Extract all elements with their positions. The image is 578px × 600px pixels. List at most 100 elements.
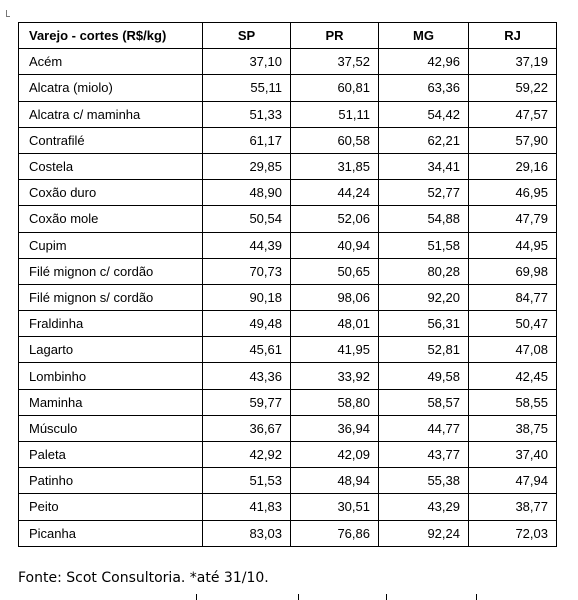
price-cell-mg: 54,88: [378, 205, 469, 233]
table-row: Alcatra (miolo) 55,11 60,81 63,36 59,22: [18, 74, 557, 102]
price-cell-rj: 44,95: [468, 231, 557, 259]
header-cut: Varejo - cortes (R$/kg): [18, 21, 203, 50]
price-cell-rj: 47,79: [468, 205, 557, 233]
header-mg: MG: [378, 21, 469, 50]
price-cell-pr: 44,24: [290, 179, 379, 207]
price-cell-pr: 60,58: [290, 126, 379, 154]
price-cell-mg: 43,77: [378, 440, 469, 469]
cut-name-cell: Fraldinha: [18, 310, 203, 338]
table-row: Filé mignon s/ cordão 90,18 98,06 92,20 84,7…: [18, 283, 557, 312]
table-header-row: Varejo - cortes (R$/kg) SP PR MG RJ: [18, 21, 557, 50]
price-cell-rj: 47,94: [468, 467, 557, 495]
table-row: Patinho 51,53 48,94 55,38 47,94: [18, 467, 557, 495]
table-row: Acém 37,10 37,52 42,96 37,19: [18, 48, 557, 76]
price-cell-mg: 49,58: [378, 362, 469, 390]
cut-name-cell: Paleta: [18, 440, 203, 469]
price-cell-rj: 29,16: [468, 152, 557, 181]
source-note: Fonte: Scot Consultoria. *até 31/10.: [18, 570, 269, 586]
cut-name-cell: Patinho: [18, 467, 203, 495]
price-cell-rj: 37,19: [468, 48, 557, 76]
price-cell-mg: 54,42: [378, 100, 469, 128]
table-row: Fraldinha 49,48 48,01 56,31 50,47: [18, 310, 557, 338]
bottom-page-ticks: [0, 594, 578, 600]
cut-name-cell: Alcatra c/ maminha: [18, 100, 203, 128]
price-cell-pr: 52,06: [290, 205, 379, 233]
price-cell-rj: 46,95: [468, 179, 557, 207]
table-row: Lombinho 43,36 33,92 49,58 42,45: [18, 362, 557, 390]
price-cell-sp: 45,61: [202, 336, 291, 364]
page-tick: [476, 594, 477, 600]
price-cell-pr: 50,65: [290, 257, 379, 285]
price-cell-rj: 58,55: [468, 388, 557, 416]
table-row: Coxão mole 50,54 52,06 54,88 47,79: [18, 205, 557, 233]
price-cell-pr: 76,86: [290, 519, 379, 547]
price-cell-mg: 92,24: [378, 519, 469, 547]
table-row: Peito 41,83 30,51 43,29 38,77: [18, 493, 557, 521]
price-cell-pr: 30,51: [290, 493, 379, 521]
price-cell-pr: 58,80: [290, 388, 379, 416]
price-cell-sp: 50,54: [202, 205, 291, 233]
price-cell-rj: 38,75: [468, 414, 557, 443]
price-cell-sp: 55,11: [202, 74, 291, 102]
price-cell-pr: 51,11: [290, 100, 379, 128]
price-cell-pr: 37,52: [290, 48, 379, 76]
price-cell-pr: 31,85: [290, 152, 379, 181]
page-tick: [298, 594, 299, 600]
price-cell-mg: 44,77: [378, 414, 469, 443]
table-row: Coxão duro 48,90 44,24 52,77 46,95: [18, 179, 557, 207]
table-row: Costela 29,85 31,85 34,41 29,16: [18, 152, 557, 181]
price-cell-mg: 58,57: [378, 388, 469, 416]
price-cell-mg: 43,29: [378, 493, 469, 521]
price-cell-mg: 56,31: [378, 310, 469, 338]
cut-name-cell: Filé mignon s/ cordão: [18, 283, 203, 312]
table-row: Filé mignon c/ cordão 70,73 50,65 80,28 69,9…: [18, 257, 557, 285]
cut-name-cell: Lagarto: [18, 336, 203, 364]
retail-price-table: Varejo - cortes (R$/kg) SP PR MG RJ Acém…: [18, 21, 557, 547]
table-body: Acém 37,10 37,52 42,96 37,19 Alcatra (miolo) 5…: [18, 48, 557, 547]
table-row: Alcatra c/ maminha 51,33 51,11 54,42 47,57: [18, 100, 557, 128]
price-cell-pr: 36,94: [290, 414, 379, 443]
price-cell-mg: 34,41: [378, 152, 469, 181]
corner-mark: [6, 10, 10, 17]
cut-name-cell: Lombinho: [18, 362, 203, 390]
price-cell-rj: 69,98: [468, 257, 557, 285]
price-cell-mg: 51,58: [378, 231, 469, 259]
price-cell-pr: 41,95: [290, 336, 379, 364]
table-row: Músculo 36,67 36,94 44,77 38,75: [18, 414, 557, 443]
price-cell-rj: 57,90: [468, 126, 557, 154]
cut-name-cell: Peito: [18, 493, 203, 521]
price-cell-sp: 37,10: [202, 48, 291, 76]
price-cell-pr: 40,94: [290, 231, 379, 259]
price-cell-rj: 59,22: [468, 74, 557, 102]
price-cell-mg: 52,81: [378, 336, 469, 364]
price-cell-sp: 49,48: [202, 310, 291, 338]
cut-name-cell: Coxão duro: [18, 179, 203, 207]
price-cell-sp: 41,83: [202, 493, 291, 521]
cut-name-cell: Contrafilé: [18, 126, 203, 154]
price-cell-sp: 51,33: [202, 100, 291, 128]
price-cell-mg: 52,77: [378, 179, 469, 207]
table-row: Maminha 59,77 58,80 58,57 58,55: [18, 388, 557, 416]
price-cell-mg: 80,28: [378, 257, 469, 285]
price-cell-sp: 29,85: [202, 152, 291, 181]
price-cell-sp: 42,92: [202, 440, 291, 469]
cut-name-cell: Alcatra (miolo): [18, 74, 203, 102]
price-cell-sp: 70,73: [202, 257, 291, 285]
cut-name-cell: Maminha: [18, 388, 203, 416]
price-cell-rj: 72,03: [468, 519, 557, 547]
price-cell-mg: 92,20: [378, 283, 469, 312]
price-cell-sp: 59,77: [202, 388, 291, 416]
price-cell-pr: 98,06: [290, 283, 379, 312]
price-cell-sp: 43,36: [202, 362, 291, 390]
price-cell-sp: 36,67: [202, 414, 291, 443]
price-cell-pr: 48,94: [290, 467, 379, 495]
price-cell-sp: 90,18: [202, 283, 291, 312]
price-cell-pr: 48,01: [290, 310, 379, 338]
header-sp: SP: [202, 21, 291, 50]
price-cell-pr: 33,92: [290, 362, 379, 390]
table-row: Picanha 83,03 76,86 92,24 72,03: [18, 519, 557, 547]
price-cell-rj: 42,45: [468, 362, 557, 390]
cut-name-cell: Filé mignon c/ cordão: [18, 257, 203, 285]
price-cell-rj: 47,57: [468, 100, 557, 128]
price-cell-mg: 63,36: [378, 74, 469, 102]
